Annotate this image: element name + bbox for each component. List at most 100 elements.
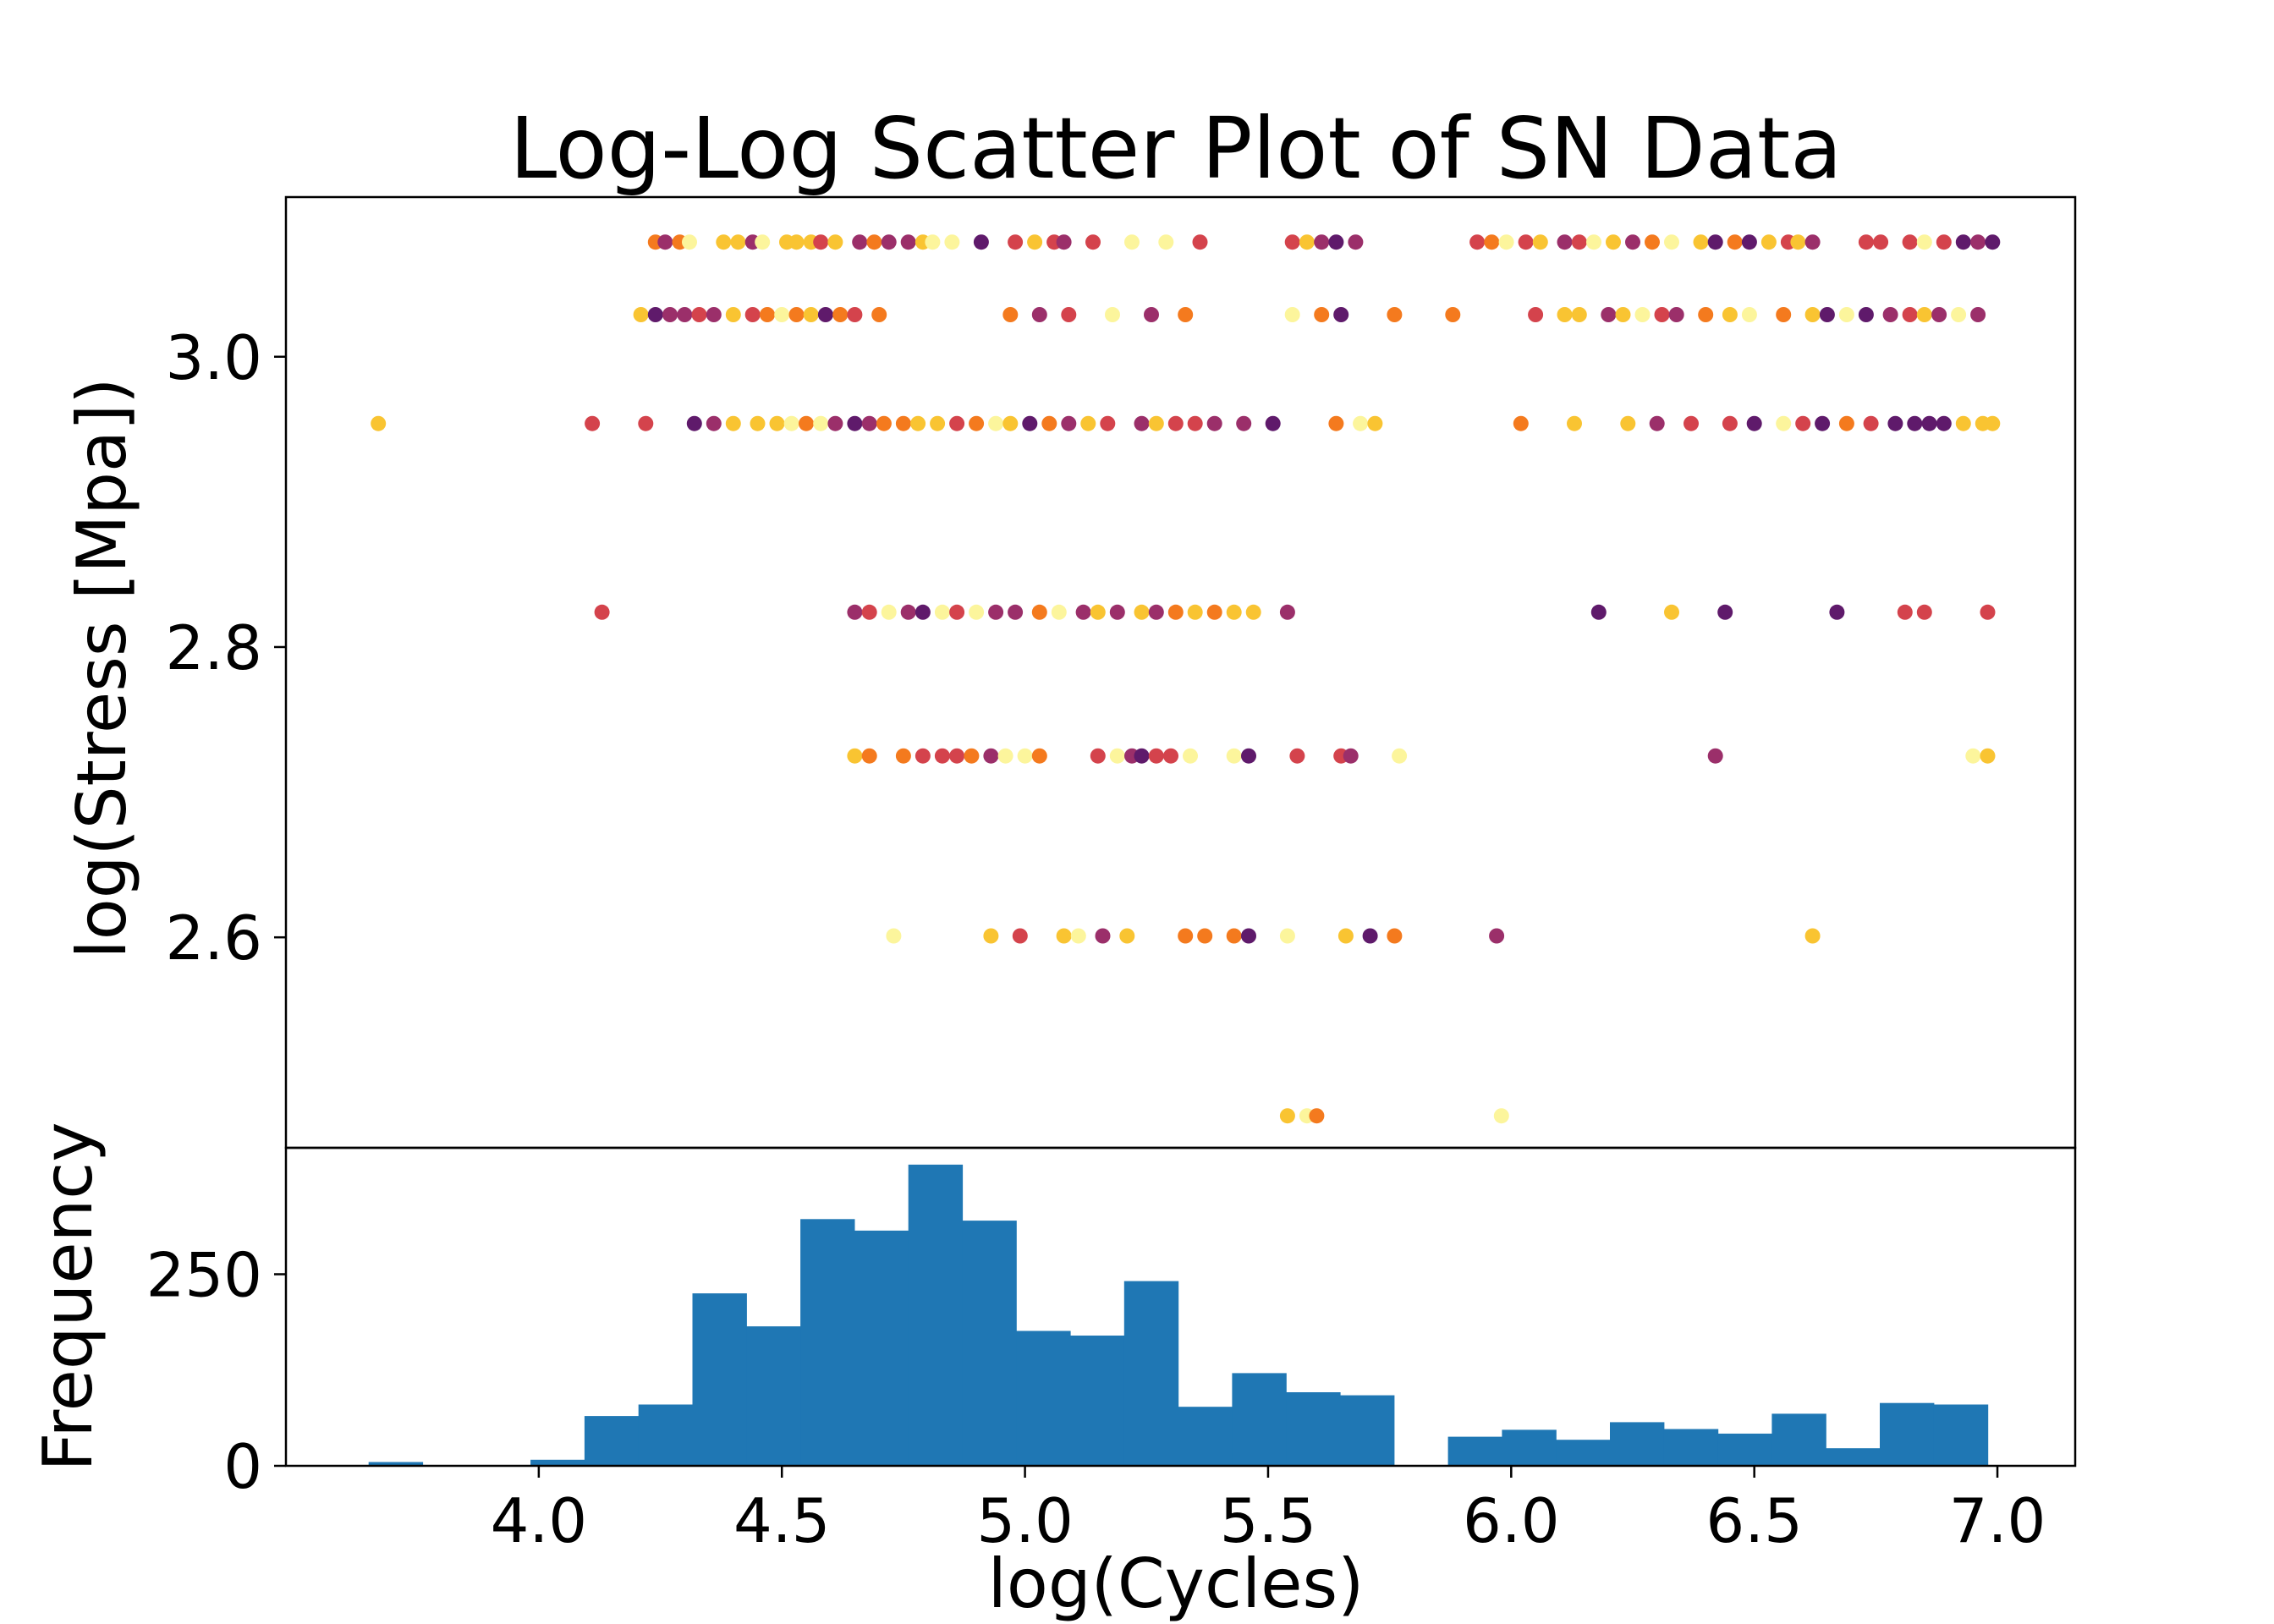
scatter-point [895, 415, 911, 431]
scatter-point [1206, 415, 1222, 431]
scatter-point [1645, 234, 1660, 250]
scatter-point [1017, 748, 1033, 764]
scatter-point [1586, 234, 1601, 250]
scatter-point [1328, 234, 1344, 250]
scatter-point [895, 748, 911, 764]
scatter-point [1445, 307, 1461, 322]
scatter-point [881, 604, 897, 620]
scatter-point [1936, 415, 1952, 431]
histogram-bar [1663, 1429, 1719, 1466]
scatter-point [1090, 748, 1106, 764]
scatter-point [1528, 307, 1544, 322]
scatter-point [1741, 234, 1757, 250]
histogram-y-tick-label: 0 [223, 1431, 262, 1502]
scatter-point [1484, 234, 1500, 250]
scatter-point [1236, 415, 1252, 431]
scatter-point [1590, 604, 1607, 620]
scatter-point [1819, 307, 1835, 322]
scatter-point [813, 234, 829, 250]
histogram-bar [1178, 1407, 1233, 1466]
scatter-point [900, 234, 916, 250]
scatter-point [706, 307, 722, 322]
scatter-point [803, 307, 819, 322]
scatter-point [827, 234, 843, 250]
scatter-point [1197, 928, 1213, 944]
scatter-point [847, 748, 863, 764]
scatter-point [1226, 928, 1242, 944]
scatter-point [1790, 234, 1806, 250]
scatter-point [769, 415, 785, 431]
scatter-point [813, 415, 829, 431]
histogram-bar [854, 1230, 909, 1466]
histogram-x-tick-label: 6.5 [1706, 1485, 1803, 1556]
scatter-point [983, 928, 999, 944]
histogram-bar [800, 1219, 855, 1466]
histogram-bar [368, 1462, 424, 1466]
scatter-point [1955, 415, 1971, 431]
scatter-point [647, 307, 663, 322]
scatter-point [682, 234, 697, 250]
scatter-point [1348, 234, 1364, 250]
scatter-point [1532, 234, 1548, 250]
scatter-point [866, 234, 882, 250]
scatter-point [638, 415, 654, 431]
scatter-point [716, 234, 732, 250]
histogram-x-axis-label: log(Cycles) [988, 1544, 1365, 1623]
scatter-point [1664, 234, 1679, 250]
histogram-bar [1826, 1448, 1881, 1466]
histogram-bar [584, 1416, 640, 1466]
scatter-point [1167, 415, 1184, 431]
histogram-bar [962, 1221, 1017, 1466]
histogram-bar [1717, 1433, 1772, 1466]
histogram-bar [692, 1293, 747, 1466]
scatter-point [1722, 415, 1738, 431]
scatter-y-tick-label: 2.6 [165, 903, 262, 974]
scatter-point [677, 307, 693, 322]
scatter-point [1075, 604, 1091, 620]
scatter-point [1838, 415, 1854, 431]
scatter-point [852, 234, 868, 250]
scatter-point [1387, 307, 1403, 322]
scatter-point [1226, 604, 1242, 620]
scatter-point [1707, 748, 1723, 764]
scatter-point [847, 307, 863, 322]
scatter-point [1148, 604, 1164, 620]
scatter-point [1620, 415, 1636, 431]
histogram-x-tick-label: 4.5 [733, 1485, 831, 1556]
scatter-point [1571, 234, 1587, 250]
chart-title: Log-Log Scatter Plot of SN Data [510, 99, 1843, 198]
scatter-point [1144, 307, 1159, 322]
histogram-bar [1123, 1281, 1179, 1466]
scatter-point [1902, 307, 1918, 322]
histogram-bar [1232, 1373, 1287, 1466]
scatter-point [1625, 234, 1640, 250]
scatter-point [1936, 234, 1952, 250]
scatter-point [783, 415, 799, 431]
scatter-point [1022, 415, 1038, 431]
scatter-point [861, 415, 877, 431]
histogram-bar [530, 1459, 585, 1466]
scatter-point [1284, 307, 1300, 322]
scatter-point [1041, 415, 1057, 431]
scatter-point [1722, 307, 1738, 322]
scatter-point [1279, 928, 1295, 944]
scatter-point [1187, 604, 1203, 620]
histogram-frame [284, 1146, 2077, 1468]
scatter-point [1387, 928, 1403, 944]
scatter-point [1367, 415, 1383, 431]
scatter-point [1469, 234, 1486, 250]
scatter-point [1002, 307, 1019, 322]
histogram-bar [638, 1404, 694, 1466]
scatter-point [1134, 415, 1150, 431]
scatter-point [1090, 604, 1106, 620]
scatter-point [949, 604, 965, 620]
histogram-x-tick-label: 6.0 [1463, 1485, 1560, 1556]
scatter-point [1362, 928, 1378, 944]
scatter-point [1279, 1108, 1295, 1124]
scatter-point [1183, 748, 1198, 764]
scatter-point [1109, 604, 1125, 620]
scatter-point [1109, 748, 1125, 764]
scatter-point [1085, 234, 1101, 250]
scatter-point [1299, 234, 1315, 250]
scatter-point [1557, 307, 1573, 322]
